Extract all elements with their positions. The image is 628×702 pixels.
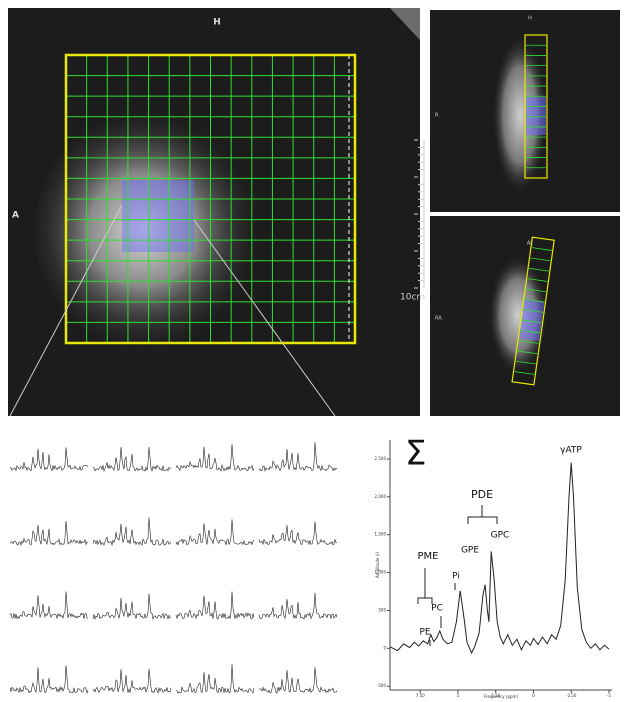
y-tick-label: 1,000 bbox=[375, 570, 387, 575]
x-axis-label: Frequency (ppm) bbox=[484, 694, 518, 699]
spectrum-line bbox=[389, 462, 610, 655]
coronal-top-label: AL bbox=[527, 241, 533, 247]
zoom-line bbox=[9, 204, 123, 417]
slab-line bbox=[515, 360, 536, 365]
slab-line bbox=[520, 329, 541, 334]
slab-line bbox=[526, 288, 547, 293]
peak-label: GPC bbox=[491, 531, 510, 541]
slab-line bbox=[523, 309, 544, 313]
y-tick-label: 500 bbox=[378, 607, 386, 612]
voxel-spectra bbox=[9, 442, 338, 695]
peak-label: PME bbox=[418, 551, 439, 562]
peak-label: PC bbox=[431, 604, 443, 614]
axial-left-label: A bbox=[12, 211, 19, 221]
y-tick-label: 2,000 bbox=[375, 494, 387, 499]
slab-line bbox=[518, 340, 539, 344]
selected-voxels bbox=[519, 298, 545, 342]
x-tick-label: -2.50 bbox=[566, 693, 577, 698]
slab-line bbox=[527, 278, 548, 282]
slab-line bbox=[530, 257, 551, 262]
voxel-spectrum bbox=[9, 520, 89, 547]
voxel-spectrum bbox=[9, 591, 89, 620]
voxel-spectrum bbox=[258, 667, 338, 694]
x-tick-label: 2.50 bbox=[491, 693, 500, 698]
pde-bracket bbox=[467, 505, 498, 524]
sum-symbol: Σ bbox=[405, 434, 426, 474]
brain-image bbox=[492, 35, 548, 195]
x-tick-label: 0 bbox=[532, 693, 535, 698]
voxel-spectrum bbox=[92, 593, 172, 621]
voxel-spectrum bbox=[175, 664, 255, 694]
voxel-grid bbox=[66, 55, 355, 343]
sagittal-top-label: H bbox=[528, 16, 532, 22]
voxel-spectrum bbox=[175, 591, 255, 620]
slab-line bbox=[528, 267, 549, 272]
spectrum-chart: 2,500 2,000 1,500 1,000 500 0 -500 7.50 5 2.50 0 -2… bbox=[375, 434, 612, 699]
slab-grid bbox=[526, 44, 546, 169]
x-tick-label: 5 bbox=[457, 693, 460, 698]
y-tick-label: 0 bbox=[383, 645, 386, 650]
brackets bbox=[417, 505, 498, 646]
axial-top-label: H bbox=[213, 18, 221, 28]
coronal-left-label: RA bbox=[435, 316, 442, 322]
brain-image bbox=[488, 255, 548, 375]
selected-voxels bbox=[122, 180, 194, 252]
pme-bracket bbox=[417, 568, 433, 604]
slab-line bbox=[524, 298, 545, 303]
fov-box bbox=[64, 53, 357, 345]
peak-label: Pi bbox=[452, 572, 460, 582]
y-tick-label: 2,500 bbox=[375, 456, 387, 461]
voxel-spectrum bbox=[258, 521, 338, 546]
slab-line bbox=[531, 247, 552, 251]
voxel-spectrum bbox=[258, 592, 338, 620]
peak-label: PDE bbox=[471, 488, 493, 501]
slab-line bbox=[514, 371, 535, 375]
sagittal-left-label: R bbox=[435, 113, 439, 119]
brain-image bbox=[35, 105, 275, 355]
voxel-spectrum bbox=[92, 668, 172, 694]
peak-label: PE bbox=[419, 628, 430, 638]
voxel-spectrum bbox=[92, 446, 172, 473]
peak-label: γATP bbox=[560, 446, 582, 456]
peak-label: GPE bbox=[461, 546, 479, 556]
y-tick-label: 1,500 bbox=[375, 532, 387, 537]
y-tick-label: -500 bbox=[377, 683, 387, 688]
slab-line bbox=[521, 319, 542, 324]
y-axis-label: Amplitude (i) bbox=[375, 552, 380, 578]
scale-ticks bbox=[414, 139, 424, 289]
slab-grid bbox=[514, 247, 552, 375]
slab-box bbox=[524, 34, 548, 179]
corner-mark bbox=[390, 8, 420, 40]
x-tick-label: 7.50 bbox=[416, 693, 425, 698]
selected-voxels bbox=[526, 97, 546, 135]
voxel-spectrum bbox=[9, 447, 89, 472]
voxel-spectrum bbox=[175, 519, 255, 546]
zoom-line bbox=[193, 219, 336, 417]
scale-label: 10cm bbox=[400, 293, 425, 303]
voxel-spectrum bbox=[175, 444, 255, 472]
voxel-spectrum bbox=[92, 517, 172, 547]
voxel-spectrum bbox=[9, 665, 89, 695]
pointers bbox=[429, 583, 456, 646]
voxel-spectrum bbox=[258, 442, 338, 472]
slab-line bbox=[517, 350, 538, 355]
slab-box bbox=[511, 236, 555, 386]
x-tick-label: -5 bbox=[607, 693, 611, 698]
